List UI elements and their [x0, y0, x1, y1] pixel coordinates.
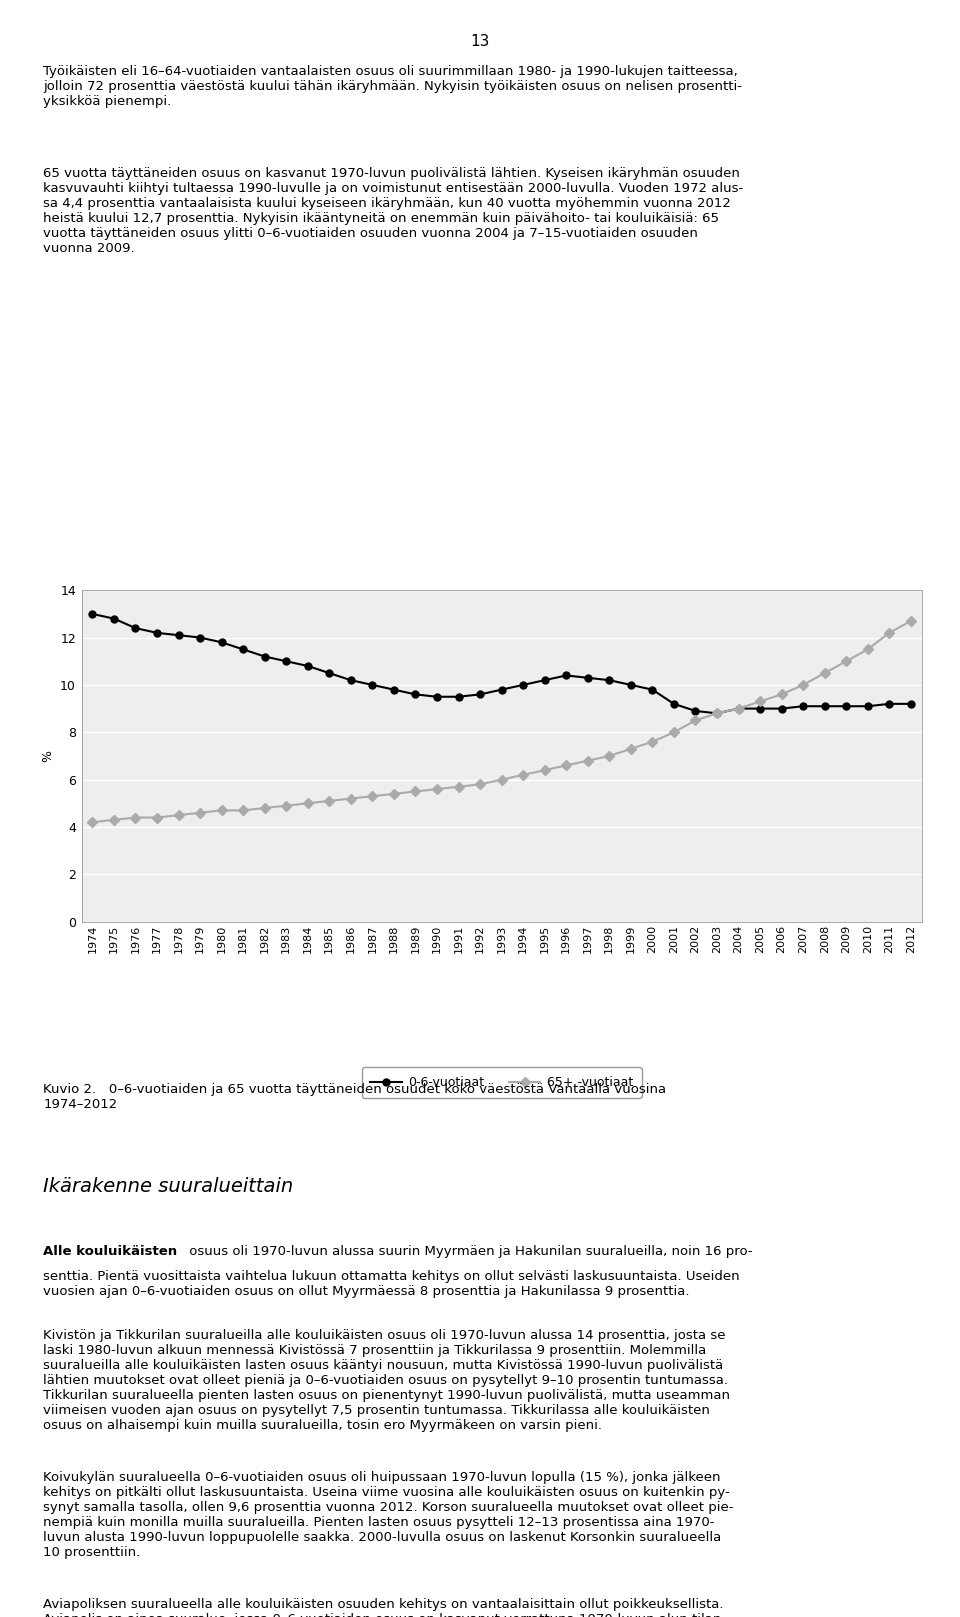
65+ -vuotiaat: [625, 739, 636, 758]
0-6-vuotiaat: [108, 610, 120, 629]
0-6-vuotiaat: [86, 605, 98, 624]
65+ -vuotiaat: [130, 808, 141, 828]
65+ -vuotiaat: [237, 800, 249, 820]
65+ -vuotiaat: [647, 733, 659, 752]
0-6-vuotiaat: [732, 699, 744, 718]
0-6-vuotiaat: [345, 671, 356, 690]
65+ -vuotiaat: [561, 755, 572, 775]
65+ -vuotiaat: [86, 812, 98, 831]
Line: 65+ -vuotiaat: 65+ -vuotiaat: [89, 618, 914, 826]
65+ -vuotiaat: [798, 676, 809, 695]
0-6-vuotiaat: [711, 703, 723, 723]
0-6-vuotiaat: [755, 699, 766, 718]
0-6-vuotiaat: [474, 684, 486, 703]
0-6-vuotiaat: [496, 679, 508, 699]
0-6-vuotiaat: [668, 694, 680, 713]
0-6-vuotiaat: [152, 623, 163, 642]
0-6-vuotiaat: [367, 676, 378, 695]
0-6-vuotiaat: [237, 640, 249, 660]
Y-axis label: %: %: [41, 750, 55, 762]
0-6-vuotiaat: [647, 679, 659, 699]
0-6-vuotiaat: [259, 647, 271, 666]
0-6-vuotiaat: [431, 687, 443, 707]
65+ -vuotiaat: [668, 723, 680, 742]
0-6-vuotiaat: [216, 632, 228, 652]
Text: Kivistön ja Tikkurilan suuralueilla alle kouluikäisten osuus oli 1970-luvun alus: Kivistön ja Tikkurilan suuralueilla alle…: [43, 1329, 731, 1433]
65+ -vuotiaat: [324, 791, 335, 810]
0-6-vuotiaat: [280, 652, 292, 671]
65+ -vuotiaat: [517, 765, 529, 784]
Text: Kuvio 2.   0–6-vuotiaiden ja 65 vuotta täyttäneiden osuudet koko väestöstä Vanta: Kuvio 2. 0–6-vuotiaiden ja 65 vuotta täy…: [43, 1083, 666, 1111]
65+ -vuotiaat: [259, 799, 271, 818]
0-6-vuotiaat: [862, 697, 874, 716]
0-6-vuotiaat: [798, 697, 809, 716]
0-6-vuotiaat: [561, 666, 572, 686]
65+ -vuotiaat: [388, 784, 399, 804]
Legend: 0-6-vuotiaat, 65+ -vuotiaat: 0-6-vuotiaat, 65+ -vuotiaat: [362, 1067, 641, 1098]
Line: 0-6-vuotiaat: 0-6-vuotiaat: [89, 610, 914, 716]
65+ -vuotiaat: [905, 611, 917, 631]
0-6-vuotiaat: [194, 627, 205, 647]
65+ -vuotiaat: [689, 711, 701, 731]
65+ -vuotiaat: [582, 750, 593, 770]
65+ -vuotiaat: [173, 805, 184, 825]
Text: Aviapoliksen suuralueella alle kouluikäisten osuuden kehitys on vantaalaisittain: Aviapoliksen suuralueella alle kouluikäi…: [43, 1598, 745, 1617]
Text: osuus oli 1970-luvun alussa suurin Myyrmäen ja Hakunilan suuralueilla, noin 16 p: osuus oli 1970-luvun alussa suurin Myyrm…: [185, 1245, 753, 1258]
65+ -vuotiaat: [711, 703, 723, 723]
Text: Ikärakenne suuralueittain: Ikärakenne suuralueittain: [43, 1177, 294, 1197]
0-6-vuotiaat: [604, 671, 615, 690]
Text: Työikäisten eli 16–64-vuotiaiden vantaalaisten osuus oli suurimmillaan 1980- ja : Työikäisten eli 16–64-vuotiaiden vantaal…: [43, 65, 742, 108]
Text: Alle kouluikäisten: Alle kouluikäisten: [43, 1245, 178, 1258]
0-6-vuotiaat: [776, 699, 787, 718]
65+ -vuotiaat: [410, 781, 421, 800]
0-6-vuotiaat: [302, 657, 314, 676]
0-6-vuotiaat: [517, 676, 529, 695]
65+ -vuotiaat: [862, 640, 874, 660]
65+ -vuotiaat: [732, 699, 744, 718]
0-6-vuotiaat: [689, 702, 701, 721]
0-6-vuotiaat: [539, 671, 550, 690]
65+ -vuotiaat: [496, 770, 508, 789]
Text: senttia. Pientä vuosittaista vaihtelua lukuun ottamatta kehitys on ollut selväst: senttia. Pientä vuosittaista vaihtelua l…: [43, 1271, 740, 1298]
0-6-vuotiaat: [840, 697, 852, 716]
Text: 13: 13: [470, 34, 490, 49]
65+ -vuotiaat: [819, 663, 830, 682]
0-6-vuotiaat: [130, 618, 141, 637]
0-6-vuotiaat: [173, 626, 184, 645]
65+ -vuotiaat: [431, 779, 443, 799]
65+ -vuotiaat: [474, 775, 486, 794]
0-6-vuotiaat: [905, 694, 917, 713]
65+ -vuotiaat: [755, 692, 766, 711]
65+ -vuotiaat: [345, 789, 356, 808]
65+ -vuotiaat: [216, 800, 228, 820]
65+ -vuotiaat: [302, 794, 314, 813]
0-6-vuotiaat: [883, 694, 895, 713]
0-6-vuotiaat: [388, 679, 399, 699]
65+ -vuotiaat: [194, 804, 205, 823]
0-6-vuotiaat: [410, 684, 421, 703]
65+ -vuotiaat: [776, 684, 787, 703]
0-6-vuotiaat: [625, 676, 636, 695]
0-6-vuotiaat: [819, 697, 830, 716]
65+ -vuotiaat: [539, 760, 550, 779]
Text: 65 vuotta täyttäneiden osuus on kasvanut 1970-luvun puolivälistä lähtien. Kyseis: 65 vuotta täyttäneiden osuus on kasvanut…: [43, 167, 743, 254]
0-6-vuotiaat: [453, 687, 465, 707]
Text: Koivukylän suuralueella 0–6-vuotiaiden osuus oli huipussaan 1970-luvun lopulla (: Koivukylän suuralueella 0–6-vuotiaiden o…: [43, 1471, 733, 1559]
65+ -vuotiaat: [108, 810, 120, 830]
65+ -vuotiaat: [280, 796, 292, 815]
65+ -vuotiaat: [840, 652, 852, 671]
65+ -vuotiaat: [367, 786, 378, 805]
0-6-vuotiaat: [324, 663, 335, 682]
65+ -vuotiaat: [604, 747, 615, 766]
65+ -vuotiaat: [453, 778, 465, 797]
65+ -vuotiaat: [883, 623, 895, 642]
0-6-vuotiaat: [582, 668, 593, 687]
65+ -vuotiaat: [152, 808, 163, 828]
